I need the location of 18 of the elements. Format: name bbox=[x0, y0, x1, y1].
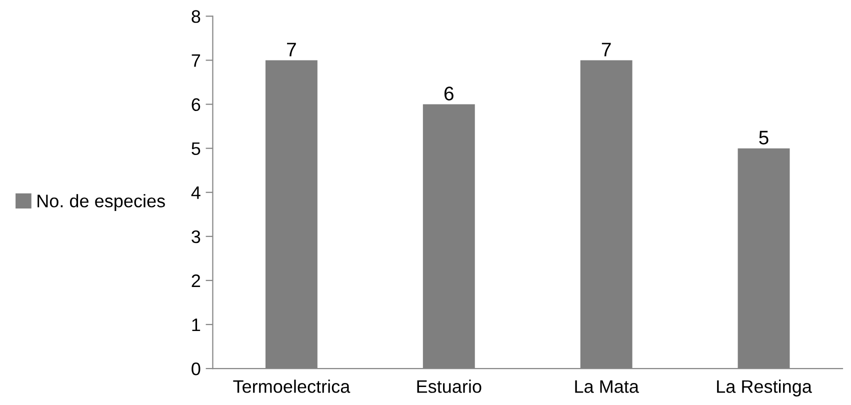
data-label: 6 bbox=[444, 86, 454, 100]
y-tick-label: 3 bbox=[192, 230, 200, 244]
y-tick-label: 1 bbox=[192, 318, 200, 332]
y-tick-label: 2 bbox=[192, 274, 200, 288]
data-label: 7 bbox=[602, 42, 611, 56]
x-tick-label: Estuario bbox=[417, 380, 482, 393]
y-tick-label: 7 bbox=[192, 54, 200, 67]
y-tick-label: 8 bbox=[192, 10, 200, 23]
y-tick-label: 4 bbox=[191, 186, 200, 199]
y-tick-label: 5 bbox=[192, 142, 200, 156]
x-tick-label: La Mata bbox=[575, 380, 639, 393]
x-tick-label: La Restinga bbox=[717, 380, 812, 396]
legend-label: No. de especies bbox=[38, 194, 165, 211]
y-tick-label: 0 bbox=[192, 362, 200, 376]
y-tick-label: 6 bbox=[192, 98, 200, 112]
data-label: 5 bbox=[759, 130, 768, 144]
data-label: 7 bbox=[287, 42, 296, 56]
x-tick-label: Termoelectrica bbox=[233, 380, 350, 393]
